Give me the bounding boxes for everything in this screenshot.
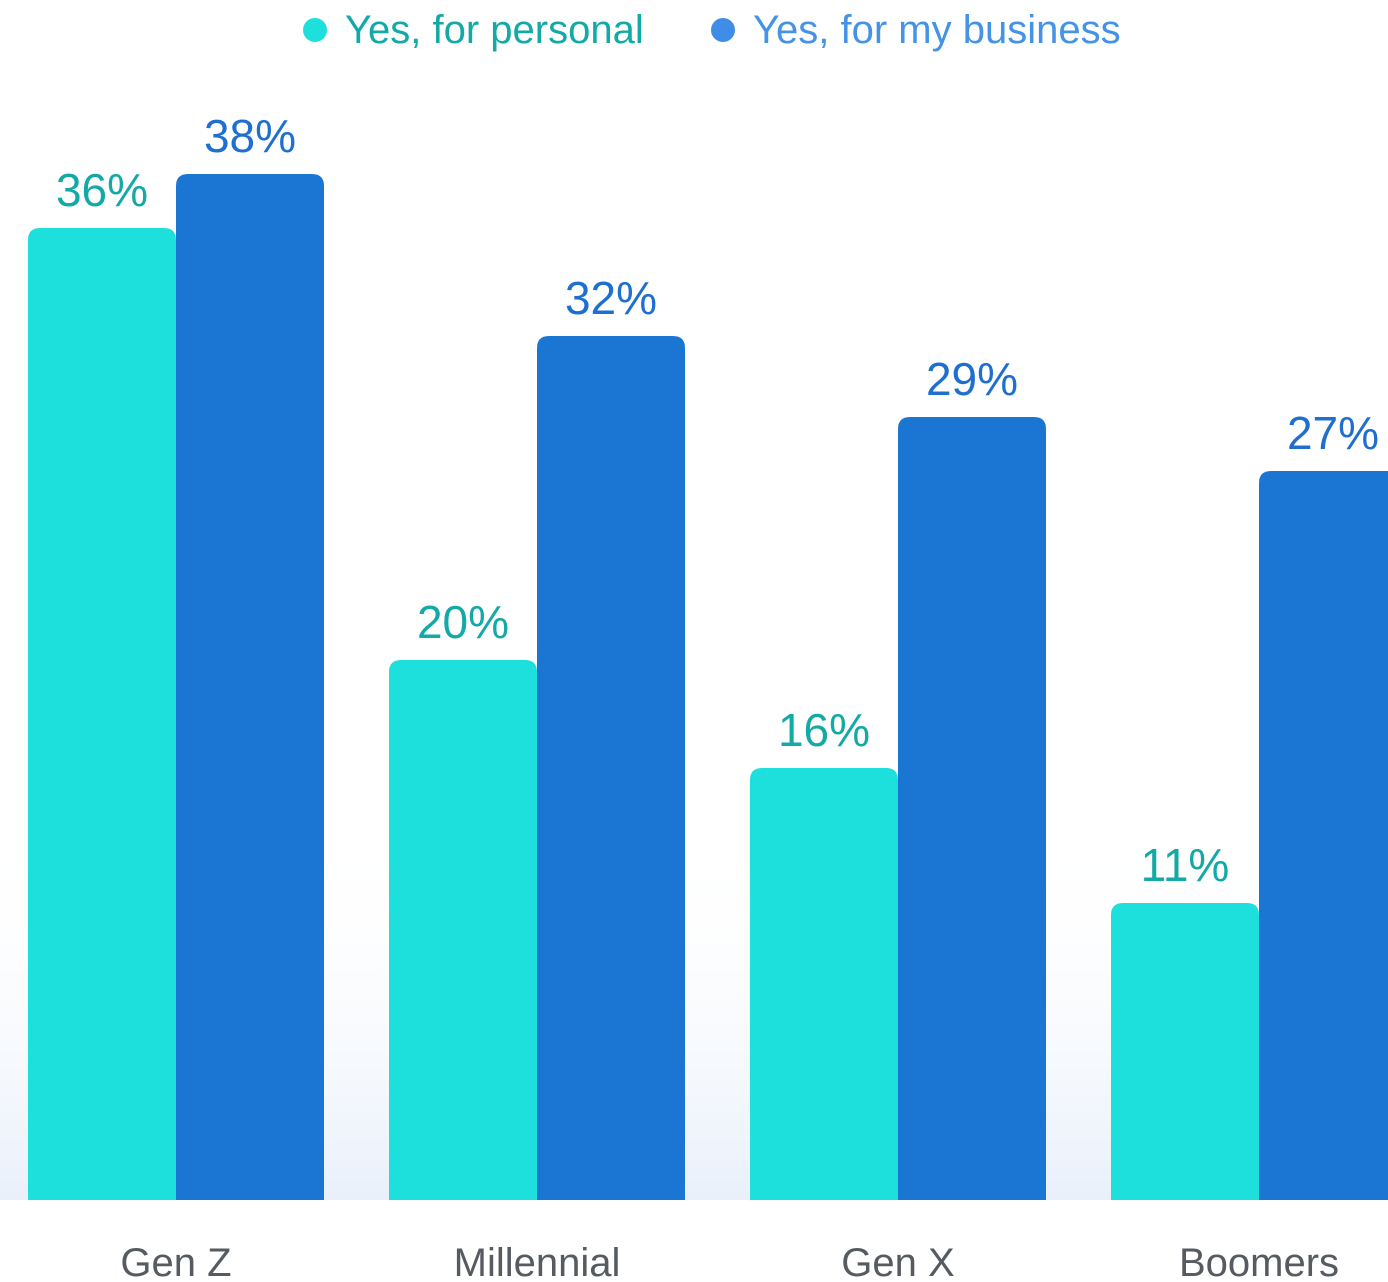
category-label-boomers: Boomers [1179, 1241, 1339, 1282]
value-label-personal-boomers: 11% [1141, 839, 1230, 891]
category-label-gen-x: Gen X [841, 1241, 954, 1282]
value-label-business-boomers: 27% [1287, 407, 1379, 459]
legend: Yes, for personal Yes, for my business [303, 8, 1121, 52]
legend-dot-business [711, 18, 735, 42]
bar-business-boomers [1259, 471, 1388, 1200]
bar-personal-millennial [389, 660, 537, 1200]
value-label-personal-gen-z: 36% [56, 164, 148, 216]
bar-business-gen-z [176, 174, 324, 1200]
bar-business-gen-x [898, 417, 1046, 1200]
legend-label-business: Yes, for my business [753, 8, 1121, 52]
value-label-business-gen-z: 38% [204, 110, 296, 162]
bar-personal-boomers [1111, 903, 1259, 1200]
legend-dot-personal [303, 18, 327, 42]
bars [28, 174, 1388, 1200]
value-label-business-gen-x: 29% [926, 353, 1018, 405]
value-label-business-millennial: 32% [565, 272, 657, 324]
value-label-personal-gen-x: 16% [778, 704, 870, 756]
value-labels: 36% 38% 20% 32% 16% 29% 11% 27% [56, 110, 1379, 891]
bar-personal-gen-z [28, 228, 176, 1200]
bar-personal-gen-x [750, 768, 898, 1200]
category-label-gen-z: Gen Z [120, 1241, 231, 1282]
bar-business-millennial [537, 336, 685, 1200]
category-labels: Gen Z Millennial Gen X Boomers [120, 1241, 1339, 1282]
legend-label-personal: Yes, for personal [345, 8, 644, 52]
value-label-personal-millennial: 20% [417, 596, 509, 648]
category-label-millennial: Millennial [454, 1241, 621, 1282]
